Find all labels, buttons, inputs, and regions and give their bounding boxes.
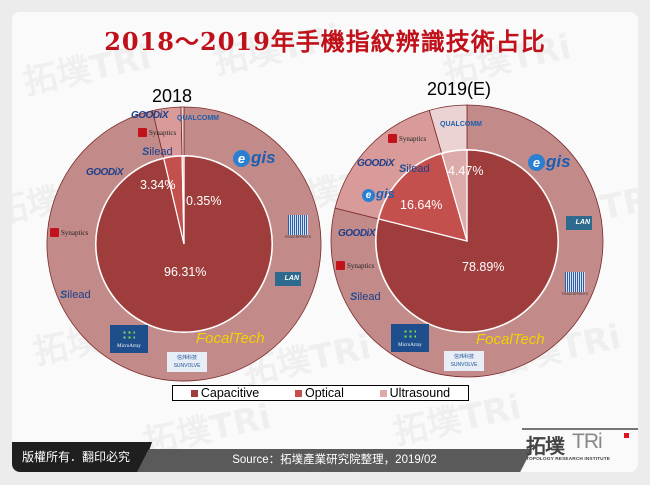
pie-2018 xyxy=(46,106,322,382)
silead-logo: Silead xyxy=(399,163,430,175)
synaptics-icon xyxy=(388,134,397,143)
pie-slice-optical xyxy=(377,152,468,242)
synaptics-logo: Synaptics xyxy=(388,134,426,143)
focaltech-logo: FocalTech xyxy=(196,330,265,347)
source-note: Source：拓墣產業研究院整理，2019/02 xyxy=(137,449,532,472)
focaltech-logo: FocalTech xyxy=(476,331,545,348)
fingerprints-logo: FINGERPRINTS xyxy=(285,215,311,239)
synaptics-icon xyxy=(138,128,147,137)
pie-slice-ultrasound xyxy=(181,155,185,245)
chart-title-2019: 2019(E) xyxy=(427,79,492,99)
synaptics-icon xyxy=(336,261,345,270)
legend-swatch xyxy=(379,389,387,397)
copyright-notice: 版權所有．翻印必究 xyxy=(12,442,152,472)
synaptics-logo: Synaptics xyxy=(336,261,374,270)
sunvolve-logo: 信炜科技 SUNVOLVE xyxy=(444,351,484,371)
synaptics-logo: Synaptics xyxy=(138,128,176,137)
microarray-logo: MicroArray xyxy=(110,325,148,353)
silead-logo: Silead xyxy=(350,291,381,303)
egis-logo: e gis xyxy=(528,152,571,172)
silead-logo: Silead xyxy=(142,146,173,158)
label-2019-ultrasound: 4.47% xyxy=(448,164,484,178)
legend-item-ultrasound: Ultrasound xyxy=(379,386,450,400)
legend-swatch xyxy=(295,389,302,397)
chart-title-2018: 2018 xyxy=(152,86,193,106)
legend-item-optical: Optical xyxy=(295,386,344,400)
egis-logo: e gis xyxy=(362,186,395,202)
qualcomm-logo: QUALCOMM xyxy=(177,115,219,122)
synaptics-logo: Synaptics xyxy=(50,228,88,237)
page-title: 2018～2019年手機指紋辨識技術占比 xyxy=(104,27,546,56)
brand-dot-icon xyxy=(624,433,629,438)
microarray-logo: MicroArray xyxy=(391,324,429,352)
pie-2019 xyxy=(330,104,604,378)
elan-logo: LAN xyxy=(275,272,301,286)
synaptics-icon xyxy=(50,228,59,237)
label-2018-optical: 3.34% xyxy=(140,178,176,192)
legend-item-capacitive: Capacitive xyxy=(190,386,259,400)
qualcomm-logo: QUALCOMM xyxy=(440,121,482,128)
fingerprints-icon xyxy=(288,215,308,235)
brand-logo: 拓墣 TRi TOPOLOGY RESEARCH INSTITUTE xyxy=(520,426,636,472)
silead-logo: Silead xyxy=(60,289,91,301)
divider xyxy=(522,428,638,430)
label-2018-capacitive: 96.31% xyxy=(164,265,207,279)
chart-legend: Capacitive Optical Ultrasound xyxy=(172,385,469,401)
fingerprints-logo: FINGERPRINTS xyxy=(562,272,588,296)
elan-logo: LAN xyxy=(566,216,592,230)
fingerprints-icon xyxy=(565,272,585,292)
legend-swatch xyxy=(190,389,198,397)
pie-slice-ultrasound xyxy=(441,149,468,242)
label-2018-ultrasound: 0.35% xyxy=(186,194,222,208)
goodix-logo: GOODiX xyxy=(131,110,169,121)
egis-logo: e gis xyxy=(233,148,276,168)
footer: 版權所有．翻印必究 Source：拓墣產業研究院整理，2019/02 拓墣 TR… xyxy=(12,428,638,472)
goodix-logo: GOODiX xyxy=(86,167,124,178)
sunvolve-logo: 信炜科技 SUNVOLVE xyxy=(167,352,207,372)
goodix-logo: GOODiX xyxy=(357,158,395,169)
goodix-logo: GOODiX xyxy=(338,228,376,239)
label-2019-capacitive: 78.89% xyxy=(462,260,505,274)
label-2019-optical: 16.64% xyxy=(400,198,443,212)
